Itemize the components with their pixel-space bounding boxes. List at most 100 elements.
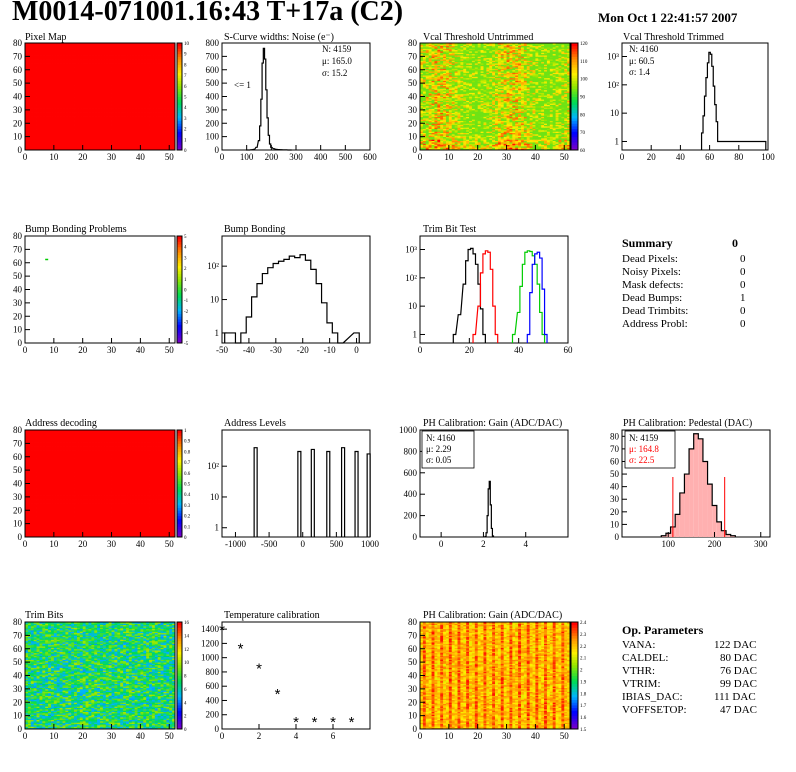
address-levels-frame: [222, 430, 370, 537]
trim-bits-heatmap: [25, 622, 175, 729]
bump-bonding-histogram: [225, 255, 360, 343]
y-tick-label: 70: [610, 444, 620, 454]
palette-tick-label: 1: [184, 429, 187, 434]
y-tick-label: 0: [215, 724, 220, 734]
y-tick-label: 0: [413, 532, 418, 542]
palette-tick-label: 70: [580, 131, 586, 136]
x-tick-label: 40: [531, 731, 541, 741]
y-tick-label: 10³: [405, 245, 417, 255]
x-tick-label: 10: [49, 539, 59, 549]
x-tick-label: 500: [330, 539, 344, 549]
summary-label: Address Probl:: [622, 318, 688, 330]
temperature-title: Temperature calibration: [224, 610, 320, 621]
hist-bin-fill: [717, 522, 722, 537]
palette-tick-label: 120: [580, 42, 588, 47]
palette-tick-label: 10: [184, 42, 190, 47]
y-tick-label: 800: [206, 38, 220, 48]
x-tick-label: 40: [676, 152, 686, 162]
y-tick-label: 200: [206, 710, 220, 720]
x-tick-label: 30: [107, 731, 117, 741]
vcal-untrimmed-heatmap: [420, 43, 570, 150]
x-tick-label: -20: [297, 345, 309, 355]
y-tick-label: 10: [13, 519, 23, 529]
x-tick-label: 100: [662, 539, 676, 549]
y-tick-label: 700: [206, 51, 220, 61]
y-tick-label: 300: [206, 105, 220, 115]
palette-tick-label: 6: [184, 688, 187, 693]
palette-tick-label: 8: [184, 63, 187, 68]
palette-tick-label: 2.4: [580, 621, 587, 626]
x-tick-label: 30: [107, 152, 117, 162]
y-tick-label: 10: [408, 711, 418, 721]
y-tick-label: 10: [210, 295, 220, 305]
y-tick-label: 80: [408, 617, 418, 627]
summary-label: Dead Trimbits:: [622, 305, 688, 317]
x-tick-label: 200: [265, 152, 279, 162]
y-tick-label: 20: [408, 118, 418, 128]
y-tick-label: 200: [404, 511, 418, 521]
hist-bin-fill: [694, 434, 699, 537]
x-tick-label: 20: [473, 731, 483, 741]
op-parameters-title: Op. Parameters: [622, 623, 703, 638]
x-tick-label: 40: [514, 345, 524, 355]
y-tick-label: 10: [13, 132, 23, 142]
palette-tick-label: 2: [184, 128, 187, 133]
x-tick-label: 0: [23, 539, 28, 549]
y-tick-label: 10: [13, 711, 23, 721]
summary-value: 1: [740, 292, 746, 304]
y-tick-label: 600: [206, 65, 220, 75]
palette-tick-label: 1.6: [580, 716, 587, 721]
palette-tick-label: 80: [580, 113, 586, 118]
address-decoding-heatmap: [25, 430, 175, 537]
y-tick-label: 0: [413, 724, 418, 734]
temperature-point: *: [256, 660, 262, 677]
y-tick-label: 50: [13, 465, 23, 475]
y-tick-label: 10²: [207, 261, 219, 271]
trim-bit-series: [513, 251, 545, 343]
op-param-value: 111 DAC: [714, 691, 756, 703]
x-tick-label: -40: [243, 345, 255, 355]
y-tick-label: 20: [13, 311, 23, 321]
y-tick-label: 10: [408, 301, 418, 311]
stats-line: σ: 1.4: [629, 67, 650, 77]
x-tick-label: 4: [294, 731, 299, 741]
x-tick-label: 6: [331, 731, 336, 741]
y-tick-label: 80: [13, 231, 23, 241]
palette-tick-label: 2: [184, 267, 187, 272]
summary-value: 0: [740, 305, 746, 317]
hist-bin-fill: [689, 449, 694, 537]
x-tick-label: 1000: [361, 539, 380, 549]
palette-tick-label: 0.2: [184, 515, 191, 520]
stats-line: N: 4160: [426, 433, 456, 443]
y-tick-label: 0: [413, 145, 418, 155]
temperature-point: *: [219, 622, 225, 639]
palette-tick-label: 1.7: [580, 704, 587, 709]
y-tick-label: 10²: [405, 273, 417, 283]
bump-problems-frame: [25, 236, 175, 343]
y-tick-label: 70: [408, 51, 418, 61]
palette-tick-label: 0: [184, 728, 187, 733]
y-tick-label: 40: [13, 479, 23, 489]
palette-tick-label: 7: [184, 74, 187, 79]
address-level-peak: [298, 452, 301, 537]
palette-tick-label: -4: [184, 331, 189, 336]
y-tick-label: 80: [13, 425, 23, 435]
x-tick-label: 50: [560, 152, 570, 162]
summary-label: Mask defects:: [622, 279, 683, 291]
y-tick-label: 10²: [207, 461, 219, 471]
x-tick-label: 20: [647, 152, 657, 162]
palette-tick-label: 3: [184, 256, 187, 261]
y-tick-label: 40: [13, 92, 23, 102]
y-tick-label: 50: [408, 78, 418, 88]
palette-tick-label: 4: [184, 701, 187, 706]
op-param-value: 76 DAC: [720, 665, 757, 677]
palette-tick-label: 5: [184, 235, 187, 240]
vcal-untrimmed-title: Vcal Threshold Untrimmed: [423, 32, 533, 43]
x-tick-label: 60: [705, 152, 715, 162]
x-tick-label: 2: [257, 731, 262, 741]
palette-tick-label: 0.4: [184, 493, 191, 498]
palette-tick-label: 10: [184, 661, 190, 666]
x-tick-label: 0: [418, 152, 423, 162]
x-tick-label: 10: [444, 731, 454, 741]
palette-tick-label: 0.1: [184, 525, 191, 530]
